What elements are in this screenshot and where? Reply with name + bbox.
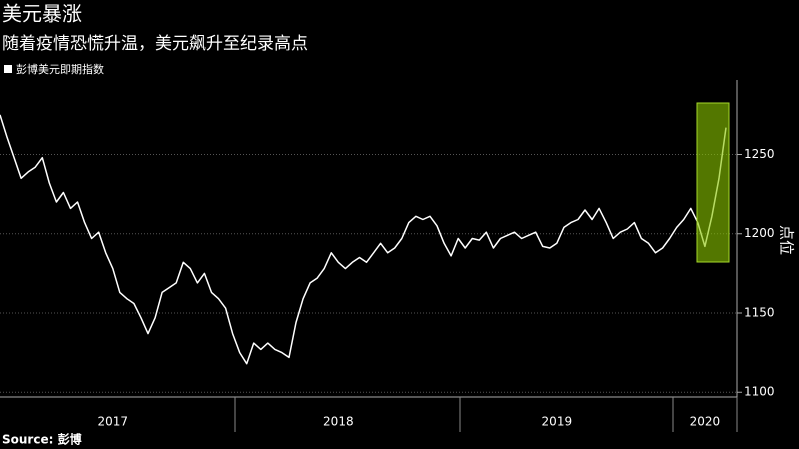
- chart-subtitle: 随着疫情恐慌升温，美元飙升至纪录高点: [2, 34, 308, 54]
- year-dividers: [234, 397, 738, 432]
- x-tick-label: 2018: [323, 415, 354, 429]
- source: Source: 彭博: [2, 432, 82, 447]
- x-tick-label: 2019: [542, 415, 573, 429]
- line: [0, 114, 727, 365]
- legend-label: 彭博美元即期指数: [16, 62, 104, 76]
- y-tick-label: 1150: [744, 305, 775, 319]
- x-tick-label: 2017: [98, 415, 129, 429]
- y-axis-label: 点位: [778, 225, 796, 255]
- legend-swatch: [4, 65, 12, 73]
- y-tick-label: 1250: [744, 147, 775, 161]
- y-tick-label: 1200: [744, 226, 775, 240]
- plot: 1100 1150 1200 1250 2017 2018 2019 2020: [0, 114, 775, 429]
- highlight-box: [696, 102, 730, 263]
- chart-title: 美元暴涨: [2, 2, 82, 26]
- y-tick-label: 1100: [744, 385, 775, 399]
- x-tick-label: 2020: [690, 415, 721, 429]
